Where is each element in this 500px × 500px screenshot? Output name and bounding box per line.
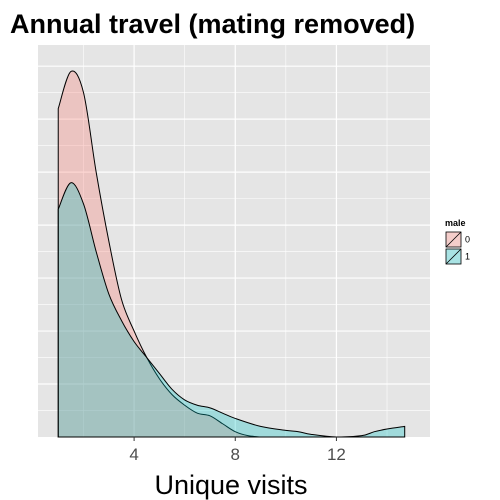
- x-axis-label: Unique visits: [154, 470, 307, 500]
- density-area-male-1: [57, 182, 406, 438]
- x-tick-label: 8: [231, 445, 240, 464]
- legend-label-0: 0: [465, 235, 470, 245]
- legend-swatch-slash: [445, 231, 462, 248]
- chart-title: Annual travel (mating removed): [10, 9, 415, 39]
- plot-panel: [38, 45, 430, 437]
- density-series: [57, 70, 406, 438]
- x-tick-label: 12: [327, 445, 346, 464]
- legend-label-1: 1: [465, 252, 470, 262]
- legend: male 0 1: [444, 218, 470, 266]
- x-tick-label: 4: [129, 445, 138, 464]
- density-area-male-0: [57, 70, 261, 438]
- legend-swatch-slash: [445, 248, 462, 265]
- legend-title: male: [445, 218, 466, 228]
- grid-lines: [38, 45, 430, 437]
- x-axis: 4 8 12: [129, 437, 346, 464]
